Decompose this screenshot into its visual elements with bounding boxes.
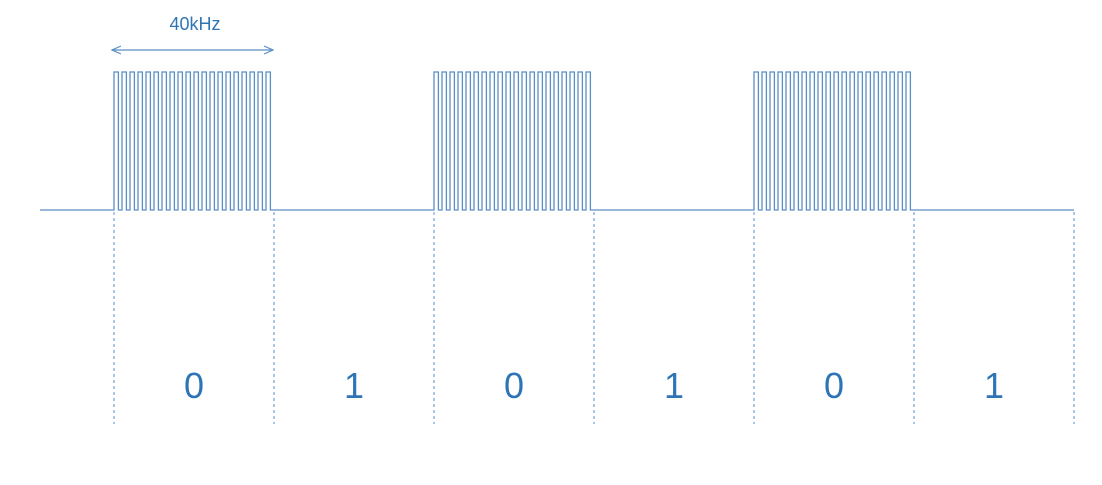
bit-label: 0: [824, 365, 844, 406]
bit-labels: 0 1 0 1 0 1: [184, 365, 1004, 406]
bit-label: 1: [344, 365, 364, 406]
modulated-waveform: [40, 71, 1074, 211]
bit-label: 1: [984, 365, 1004, 406]
frequency-label: 40kHz: [169, 14, 220, 34]
bit-label: 0: [504, 365, 524, 406]
bit-label: 0: [184, 365, 204, 406]
bit-dividers: [113, 212, 1075, 424]
bit-label: 1: [664, 365, 684, 406]
